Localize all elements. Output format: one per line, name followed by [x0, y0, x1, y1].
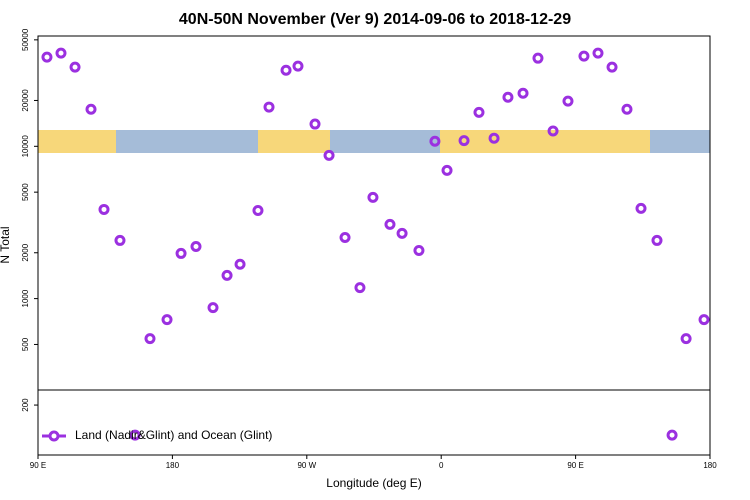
point [680, 333, 692, 345]
plot-frame [37, 35, 711, 456]
point [606, 61, 618, 73]
point [280, 64, 292, 76]
point [547, 125, 559, 137]
point [190, 240, 202, 252]
point [339, 231, 351, 243]
point [651, 234, 663, 246]
point [429, 135, 441, 147]
point [85, 103, 97, 115]
point [562, 95, 574, 107]
point [175, 247, 187, 259]
chart-title: 40N-50N November (Ver 9) 2014-09-06 to 2… [179, 11, 571, 28]
land [258, 130, 330, 153]
y-tick-label: 20000 [21, 89, 30, 112]
point [517, 87, 529, 99]
point [292, 60, 304, 72]
point [621, 103, 633, 115]
point [354, 282, 366, 294]
point [488, 132, 500, 144]
point [413, 244, 425, 256]
point [41, 51, 53, 63]
point [441, 164, 453, 176]
legend-marker [48, 430, 60, 442]
point [55, 47, 67, 59]
point [263, 101, 275, 113]
point [578, 50, 590, 62]
point [114, 234, 126, 246]
y-tick-label: 5000 [21, 183, 30, 201]
point [144, 333, 156, 345]
point [207, 302, 219, 314]
x-tick-label: 0 [439, 461, 444, 470]
x-tick-label: 90 E [567, 461, 583, 470]
point [473, 106, 485, 118]
y-tick-label: 2000 [21, 243, 30, 261]
point [234, 258, 246, 270]
x-axis-label: Longitude (deg E) [326, 476, 421, 490]
point [384, 218, 396, 230]
point [666, 429, 678, 441]
legend-label: Land (Nadir&Glint) and Ocean (Glint) [75, 428, 272, 442]
point [635, 202, 647, 214]
x-tick-label: 90 W [297, 461, 316, 470]
point [592, 47, 604, 59]
point [129, 429, 141, 441]
x-tick-label: 180 [166, 461, 180, 470]
point [69, 61, 81, 73]
point [161, 314, 173, 326]
y-tick-label: 10000 [21, 135, 30, 158]
y-tick-label: 50000 [21, 28, 30, 51]
point [396, 227, 408, 239]
y-axis-label: N Total [0, 226, 12, 263]
x-tick-label: 90 E [30, 461, 46, 470]
point [502, 91, 514, 103]
point [367, 191, 379, 203]
y-tick-label: 500 [21, 337, 30, 351]
map-strip [38, 130, 710, 153]
y-tick-label: 200 [21, 398, 30, 412]
land [440, 130, 650, 153]
point [252, 204, 264, 216]
land [38, 130, 116, 153]
point [458, 135, 470, 147]
x-tick-label: 180 [703, 461, 717, 470]
point [532, 52, 544, 64]
point [323, 149, 335, 161]
point [309, 118, 321, 130]
point [698, 314, 710, 326]
y-tick-label: 1000 [21, 289, 30, 307]
point [221, 269, 233, 281]
point [98, 203, 110, 215]
